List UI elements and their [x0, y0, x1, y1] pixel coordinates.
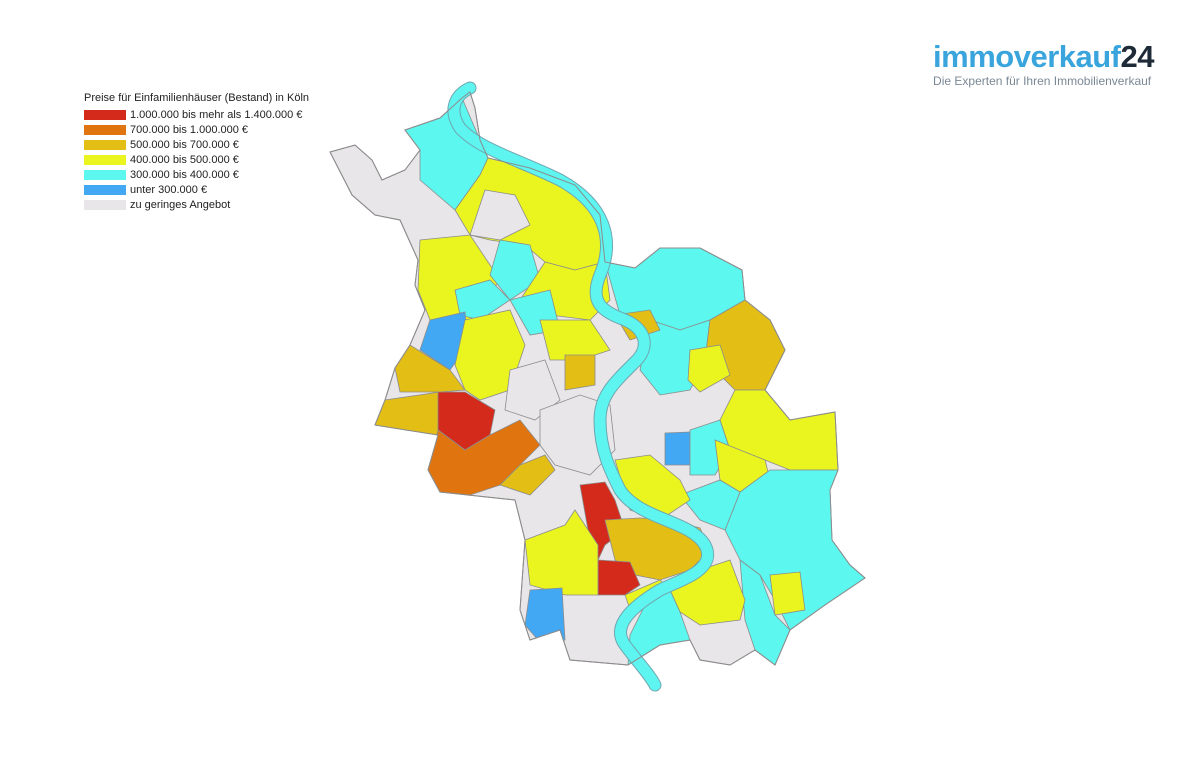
legend-label: unter 300.000 €: [130, 183, 208, 196]
district-west-c[interactable]: [454, 309, 526, 401]
legend-label: 500.000 bis 700.000 €: [130, 138, 239, 151]
city-outline: [329, 91, 866, 666]
legend-item: 300.000 bis 400.000 €: [84, 167, 309, 182]
legend-label: 700.000 bis 1.000.000 €: [130, 123, 249, 136]
brand-wordmark: immoverkauf24: [933, 40, 1154, 74]
legend-item: 1.000.000 bis mehr als 1.400.000 €: [84, 107, 309, 122]
legend-item: zu geringes Angebot: [84, 197, 309, 212]
district-north-e[interactable]: [489, 239, 541, 301]
brand-tagline: Die Experten für Ihren Immobilienverkauf: [933, 74, 1152, 88]
brand-logo[interactable]: immoverkauf24 Die Experten für Ihren Imm…: [933, 40, 1154, 89]
district-se-b[interactable]: [679, 479, 741, 531]
legend-swatch: [84, 109, 126, 120]
district-east-d[interactable]: [687, 344, 731, 393]
legend-swatch: [84, 154, 126, 165]
district-west-e[interactable]: [499, 454, 556, 496]
legend-swatch: [84, 184, 126, 195]
map-legend: Preise für Einfamilienhäuser (Bestand) i…: [84, 92, 309, 212]
brand-text: immoverkauf: [933, 39, 1121, 74]
legend-swatch: [84, 199, 126, 210]
district-north-f[interactable]: [454, 279, 511, 321]
district-south-yellow-b[interactable]: [524, 509, 599, 596]
legend-swatch: [84, 124, 126, 135]
legend-item: 500.000 bis 700.000 €: [84, 137, 309, 152]
district-east-blue[interactable]: [664, 431, 691, 466]
legend-title: Preise für Einfamilienhäuser (Bestand) i…: [84, 92, 310, 104]
legend-item: 400.000 bis 500.000 €: [84, 152, 309, 167]
legend-label: zu geringes Angebot: [130, 198, 231, 211]
legend-label: 300.000 bis 400.000 €: [130, 168, 239, 181]
legend-label: 400.000 bis 500.000 €: [130, 153, 239, 166]
district-se-c[interactable]: [769, 571, 806, 616]
legend-item: 700.000 bis 1.000.000 €: [84, 122, 309, 137]
district-north-c[interactable]: [469, 189, 531, 241]
legend-swatch: [84, 139, 126, 150]
brand-number: 24: [1120, 39, 1155, 74]
legend-swatch: [84, 169, 126, 180]
legend-label: 1.000.000 bis mehr als 1.400.000 €: [130, 108, 303, 121]
district-center-b[interactable]: [564, 354, 596, 391]
legend-item: unter 300.000 €: [84, 182, 309, 197]
